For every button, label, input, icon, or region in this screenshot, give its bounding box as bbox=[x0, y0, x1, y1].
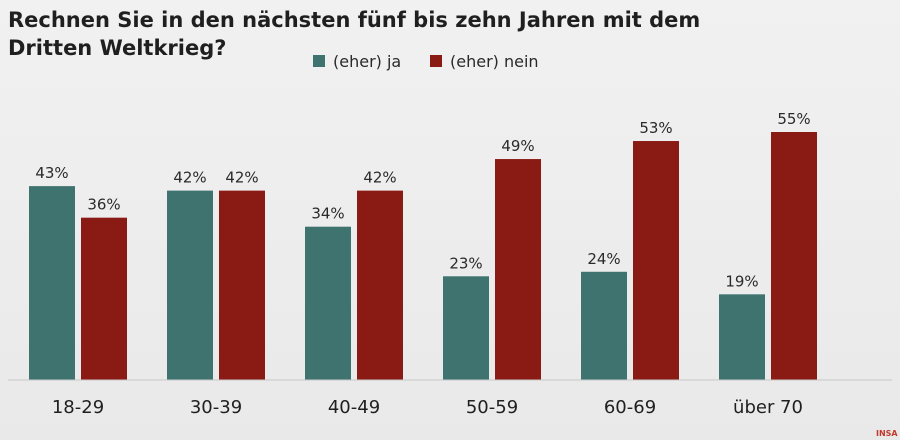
category-labels-group: 18-29 30-39 40-49 50-59 60-69 über 70 bbox=[52, 397, 803, 418]
value-label-nein-50-59: 49% bbox=[501, 137, 534, 155]
legend-swatch-nein bbox=[430, 55, 442, 67]
bar-ja-50-59 bbox=[443, 276, 489, 380]
value-label-ja-18-29: 43% bbox=[35, 164, 68, 182]
value-labels-group: 43% 36% 42% 42% 34% 42% 23% 49% 24% 53% 19% 55% bbox=[35, 110, 810, 290]
value-label-ja-50-59: 23% bbox=[449, 254, 482, 272]
bar-nein-30-39 bbox=[219, 190, 265, 380]
value-label-nein-18-29: 36% bbox=[87, 196, 120, 214]
category-label-über-70: über 70 bbox=[733, 397, 803, 418]
value-label-nein-40-49: 42% bbox=[363, 169, 396, 187]
bar-nein-40-49 bbox=[357, 190, 403, 380]
bar-ja-60-69 bbox=[581, 271, 627, 380]
legend-label-nein: (eher) nein bbox=[450, 52, 539, 71]
chart-title-line-2: Dritten Weltkrieg? bbox=[8, 36, 226, 60]
value-label-nein-30-39: 42% bbox=[225, 169, 258, 187]
bars-group bbox=[29, 132, 817, 380]
category-label-60-69: 60-69 bbox=[604, 397, 656, 418]
bar-ja-40-49 bbox=[305, 226, 351, 380]
bar-ja-18-29 bbox=[29, 186, 75, 380]
legend: (eher) ja (eher) nein bbox=[313, 52, 539, 71]
category-label-18-29: 18-29 bbox=[52, 397, 104, 418]
value-label-nein-60-69: 53% bbox=[639, 119, 672, 137]
chart-title-line-1: Rechnen Sie in den nächsten fünf bis zeh… bbox=[8, 8, 700, 32]
category-label-30-39: 30-39 bbox=[190, 397, 242, 418]
value-label-ja-über-70: 19% bbox=[725, 272, 758, 290]
category-label-40-49: 40-49 bbox=[328, 397, 380, 418]
logo-text: INSA bbox=[876, 429, 898, 438]
bar-nein-über-70 bbox=[771, 132, 817, 380]
bar-nein-60-69 bbox=[633, 141, 679, 380]
value-label-ja-30-39: 42% bbox=[173, 169, 206, 187]
bar-nein-18-29 bbox=[81, 217, 127, 380]
bar-ja-30-39 bbox=[167, 190, 213, 380]
value-label-ja-60-69: 24% bbox=[587, 250, 620, 268]
value-label-ja-40-49: 34% bbox=[311, 205, 344, 223]
value-label-nein-über-70: 55% bbox=[777, 110, 810, 128]
insa-logo: INSA bbox=[876, 429, 898, 438]
bar-ja-über-70 bbox=[719, 294, 765, 380]
legend-swatch-ja bbox=[313, 55, 325, 67]
category-label-50-59: 50-59 bbox=[466, 397, 518, 418]
legend-label-ja: (eher) ja bbox=[333, 52, 401, 71]
bar-nein-50-59 bbox=[495, 159, 541, 380]
